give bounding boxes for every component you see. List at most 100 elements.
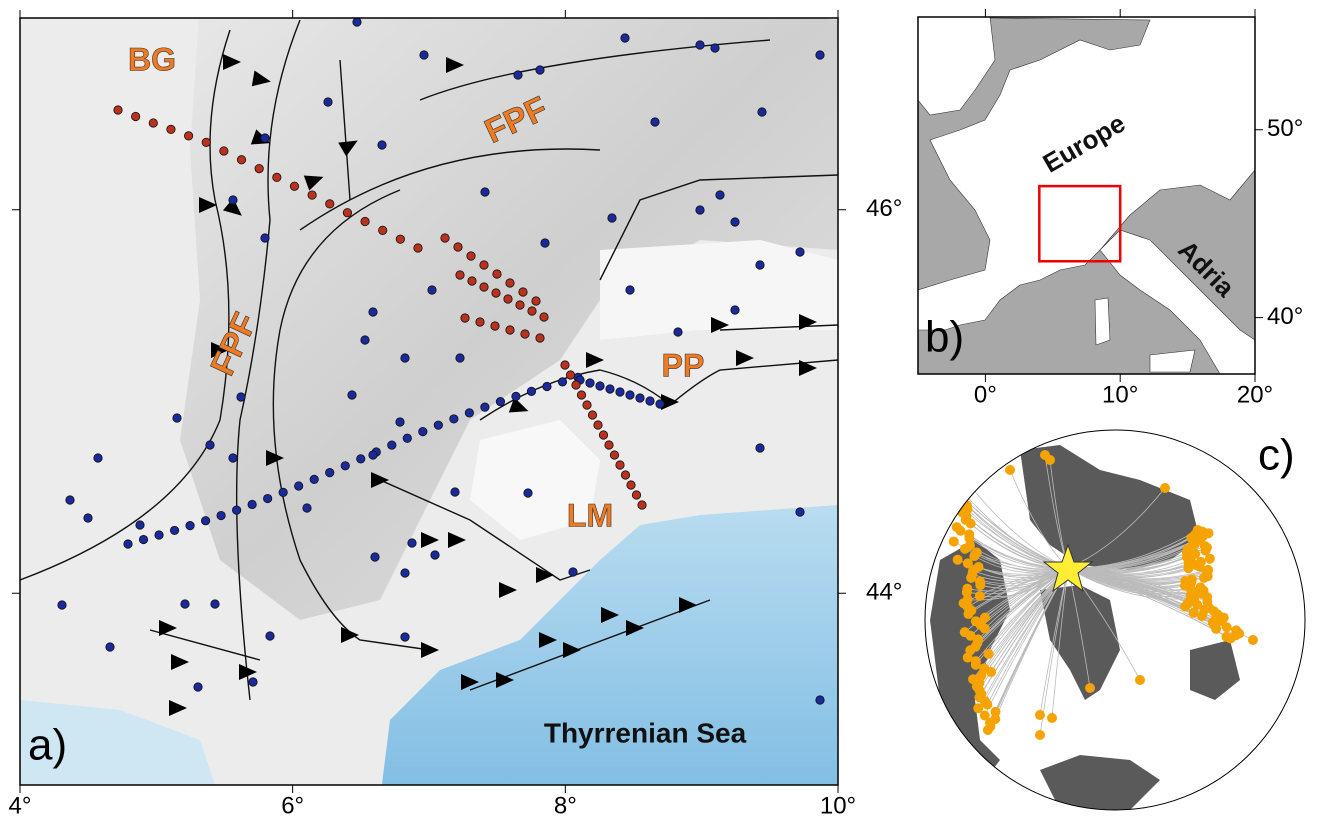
station — [491, 288, 501, 298]
station — [340, 461, 350, 471]
station — [360, 335, 370, 345]
station — [615, 387, 625, 397]
event — [946, 485, 957, 496]
station — [479, 282, 489, 292]
station — [154, 530, 164, 540]
thrust-triangle — [461, 674, 479, 690]
station — [467, 276, 477, 286]
station — [460, 313, 470, 323]
station — [272, 172, 282, 183]
event — [965, 518, 976, 529]
station — [430, 550, 440, 560]
station — [418, 427, 428, 437]
station — [289, 181, 300, 191]
event — [1247, 635, 1258, 645]
station — [480, 187, 490, 197]
station — [302, 503, 312, 513]
station — [395, 417, 405, 427]
station — [582, 400, 592, 410]
station — [475, 317, 485, 327]
station — [205, 440, 215, 450]
station — [263, 493, 273, 504]
station — [105, 642, 115, 652]
station — [453, 242, 463, 252]
station — [183, 131, 194, 141]
event — [969, 551, 980, 562]
station — [395, 234, 405, 244]
ray — [1051, 567, 1069, 719]
station — [455, 353, 465, 363]
station — [323, 97, 333, 107]
po-plain — [600, 240, 838, 340]
event — [955, 525, 966, 536]
station — [307, 190, 317, 200]
event — [986, 667, 997, 678]
event — [963, 609, 974, 620]
station — [248, 677, 258, 687]
map-a — [20, 18, 838, 785]
sea — [20, 700, 215, 785]
station — [490, 321, 500, 331]
station — [815, 695, 825, 705]
station — [631, 490, 642, 500]
annotation: LM — [567, 497, 613, 533]
event — [990, 706, 1001, 717]
event — [982, 725, 993, 735]
station — [503, 294, 513, 304]
event — [962, 558, 973, 569]
station — [730, 305, 740, 315]
station — [440, 233, 450, 243]
station — [609, 450, 620, 460]
station — [815, 50, 825, 60]
station — [695, 40, 705, 50]
station — [378, 225, 388, 235]
station — [402, 433, 412, 443]
land — [918, 17, 1255, 331]
station — [480, 402, 490, 412]
station — [294, 481, 304, 491]
station — [65, 495, 75, 505]
stations — [57, 18, 825, 705]
station — [400, 632, 410, 642]
station — [236, 155, 247, 165]
station — [228, 453, 238, 463]
station — [413, 243, 423, 253]
event — [1135, 675, 1145, 685]
station — [166, 124, 176, 135]
thrust-triangle — [303, 175, 324, 191]
station — [247, 499, 257, 510]
station — [755, 443, 765, 453]
event — [1221, 622, 1232, 633]
event — [970, 659, 981, 670]
station — [673, 327, 683, 337]
station — [342, 208, 353, 218]
station — [347, 390, 357, 400]
thrust-triangle — [159, 620, 177, 636]
station — [123, 539, 133, 549]
frame — [917, 16, 1256, 375]
station — [228, 195, 238, 205]
thrust-triangle — [421, 532, 439, 548]
station — [260, 233, 270, 243]
station — [464, 408, 474, 418]
annotation: PP — [662, 347, 705, 383]
station — [370, 552, 380, 562]
station — [637, 500, 647, 510]
station — [605, 384, 615, 394]
station — [131, 111, 141, 122]
station — [531, 296, 541, 306]
station — [620, 470, 631, 480]
station — [377, 140, 387, 150]
station — [535, 333, 545, 343]
station — [523, 488, 533, 498]
event — [959, 489, 970, 500]
station — [387, 440, 397, 450]
thrust-triangle — [496, 672, 514, 688]
station — [635, 393, 645, 403]
station — [466, 251, 476, 261]
event — [1189, 539, 1200, 550]
thrust-triangle — [586, 352, 604, 368]
study-area-star — [1042, 543, 1094, 593]
event — [962, 652, 973, 663]
event — [1194, 561, 1205, 572]
